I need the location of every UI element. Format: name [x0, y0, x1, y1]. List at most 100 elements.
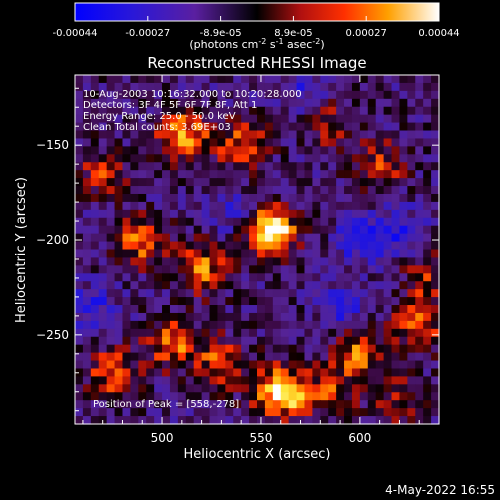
heatmap-cell [98, 344, 108, 354]
heatmap-cell [154, 320, 163, 330]
heatmap-cell [241, 225, 250, 235]
heatmap-cell [280, 344, 290, 354]
heatmap-cell [359, 130, 369, 140]
heatmap-cell [146, 384, 155, 393]
heatmap-cell [225, 209, 234, 219]
heatmap-cell [367, 146, 377, 155]
heatmap-cell [82, 233, 92, 243]
heatmap-cell [138, 273, 147, 282]
heatmap-cell [225, 146, 234, 155]
heatmap-cell [241, 281, 250, 290]
heatmap-cell [399, 217, 408, 227]
heatmap-cell [272, 162, 282, 171]
heatmap-cell [415, 320, 424, 330]
heatmap-cell [280, 408, 290, 417]
heatmap-cell [288, 217, 298, 227]
heatmap-cell [336, 360, 345, 370]
heatmap-cell [209, 178, 219, 187]
heatmap-cell [336, 257, 345, 266]
heatmap-cell [154, 122, 163, 132]
heatmap-cell [201, 201, 211, 211]
heatmap-cell [351, 146, 361, 155]
heatmap-cell [375, 257, 385, 266]
heatmap-cell [75, 75, 84, 84]
heatmap-cell [351, 138, 361, 147]
heatmap-cell [162, 320, 171, 330]
heatmap-cell [82, 114, 92, 124]
heatmap-cell [407, 225, 416, 235]
heatmap-cell [90, 265, 100, 274]
heatmap-cell [423, 328, 432, 338]
heatmap-cell [257, 249, 266, 259]
heatmap-cell [177, 82, 187, 92]
heatmap-cell [320, 368, 329, 378]
heatmap-cell [415, 241, 424, 251]
heatmap-cell [312, 408, 321, 417]
heatmap-cell [106, 154, 116, 163]
heatmap-cell [320, 265, 329, 274]
heatmap-cell [146, 392, 155, 401]
heatmap-cell [146, 265, 155, 274]
heatmap-cell [336, 273, 345, 282]
heatmap-cell [391, 352, 401, 362]
heatmap-cell [391, 273, 401, 282]
heatmap-cell [288, 82, 298, 92]
heatmap-cell [217, 336, 226, 346]
heatmap-cell [130, 408, 139, 417]
heatmap-cell [351, 392, 361, 401]
heatmap-cell [90, 122, 100, 132]
heatmap-cell [162, 392, 171, 401]
heatmap-cell [90, 90, 100, 100]
heatmap-cell [288, 146, 298, 155]
heatmap-cell [415, 98, 424, 108]
heatmap-cell [288, 392, 298, 401]
heatmap-cell [154, 241, 163, 251]
heatmap-cell [114, 368, 124, 378]
heatmap-cell [288, 90, 298, 100]
heatmap-cell [391, 201, 401, 211]
heatmap-cell [241, 146, 250, 155]
heatmap-cell [146, 170, 155, 179]
heatmap-cell [130, 217, 139, 227]
heatmap-cell [201, 305, 211, 314]
heatmap-cell [312, 400, 321, 409]
heatmap-cell [106, 312, 116, 322]
heatmap-cell [154, 376, 163, 385]
heatmap-cell [98, 305, 108, 314]
heatmap-cell [391, 154, 401, 163]
heatmap-cell [328, 416, 337, 425]
heatmap-cell [177, 170, 187, 179]
heatmap-cell [162, 146, 171, 155]
heatmap-cell [351, 336, 361, 346]
heatmap-cell [185, 312, 195, 322]
heatmap-cell [336, 312, 345, 322]
heatmap-cell [336, 336, 345, 346]
heatmap-cell [249, 138, 258, 147]
heatmap-cell [98, 281, 108, 290]
heatmap-cell [407, 209, 416, 219]
heatmap-cell [217, 225, 226, 235]
heatmap-cell [130, 138, 139, 147]
heatmap-cell [225, 416, 234, 425]
heatmap-cell [280, 178, 290, 187]
heatmap-cell [177, 328, 187, 338]
heatmap-cell [272, 114, 282, 124]
heatmap-cell [320, 249, 329, 259]
heatmap-cell [217, 122, 226, 132]
heatmap-cell [122, 328, 131, 338]
heatmap-cell [162, 408, 171, 417]
heatmap-cell [415, 249, 424, 259]
heatmap-cell [344, 162, 353, 171]
heatmap-cell [423, 344, 432, 354]
heatmap-cell [106, 114, 116, 124]
heatmap-cell [288, 352, 298, 362]
heatmap-cell [209, 162, 219, 171]
heatmap-cell [75, 122, 84, 132]
heatmap-cell [98, 384, 108, 393]
heatmap-cell [399, 336, 408, 346]
heatmap-cell [209, 257, 219, 266]
heatmap-cell [312, 305, 321, 314]
heatmap-cell [75, 376, 84, 385]
heatmap-cell [75, 400, 84, 409]
heatmap-cell [375, 360, 385, 370]
